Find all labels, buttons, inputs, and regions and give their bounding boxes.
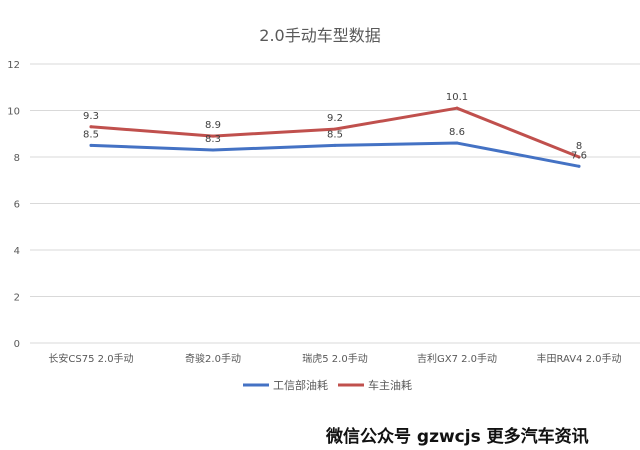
y-tick-label: 0 (14, 339, 20, 350)
data-point (577, 164, 581, 168)
y-tick-label: 12 (7, 60, 20, 71)
data-label: 8.9 (205, 120, 221, 131)
data-point (333, 127, 337, 131)
y-tick-label: 4 (14, 246, 20, 257)
data-label: 8.5 (83, 129, 99, 140)
data-point (211, 148, 215, 152)
legend: 工信部油耗 车主油耗 (243, 378, 412, 392)
data-label: 8 (576, 141, 582, 152)
grid (30, 63, 640, 344)
data-point (455, 106, 459, 110)
data-point (577, 155, 581, 159)
data-label: 7.6 (571, 150, 587, 161)
x-tick-label: 长安CS75 2.0手动 (48, 352, 133, 365)
y-tick-label: 2 (14, 293, 20, 304)
data-point (89, 143, 93, 147)
y-tick-label: 8 (14, 153, 20, 164)
data-labels: 8.5 8.3 8.5 8.6 7.6 9.3 8.9 9.2 10.1 8 (83, 92, 587, 161)
y-axis: 0 2 4 6 8 10 12 (7, 60, 20, 350)
data-label: 8.6 (449, 127, 465, 138)
x-tick-label: 瑞虎5 2.0手动 (302, 352, 367, 365)
data-label: 9.2 (327, 113, 343, 124)
line-chart: 2.0手动车型数据 0 2 4 6 8 10 12 长安CS75 2.0手动 奇骏2.0手动 瑞… (7, 26, 640, 392)
x-tick-label: 丰田RAV4 2.0手动 (536, 352, 621, 365)
x-tick-label: 吉利GX7 2.0手动 (417, 352, 497, 365)
series (89, 106, 581, 168)
chart-title: 2.0手动车型数据 (259, 26, 380, 45)
legend-label: 工信部油耗 (273, 378, 328, 392)
watermark-text: 微信公众号 gzwcjs 更多汽车资讯 (326, 427, 589, 447)
data-label: 9.3 (83, 111, 99, 122)
data-point (89, 125, 93, 129)
data-point (333, 143, 337, 147)
data-point (211, 134, 215, 138)
legend-label: 车主油耗 (368, 378, 412, 392)
data-label: 8.5 (327, 129, 343, 140)
data-point (455, 141, 459, 145)
y-tick-label: 10 (7, 107, 20, 118)
data-label: 8.3 (205, 134, 221, 145)
x-axis: 长安CS75 2.0手动 奇骏2.0手动 瑞虎5 2.0手动 吉利GX7 2.0手动 丰… (48, 352, 621, 365)
data-label: 10.1 (446, 92, 468, 103)
x-tick-label: 奇骏2.0手动 (185, 352, 241, 365)
y-tick-label: 6 (14, 200, 20, 211)
